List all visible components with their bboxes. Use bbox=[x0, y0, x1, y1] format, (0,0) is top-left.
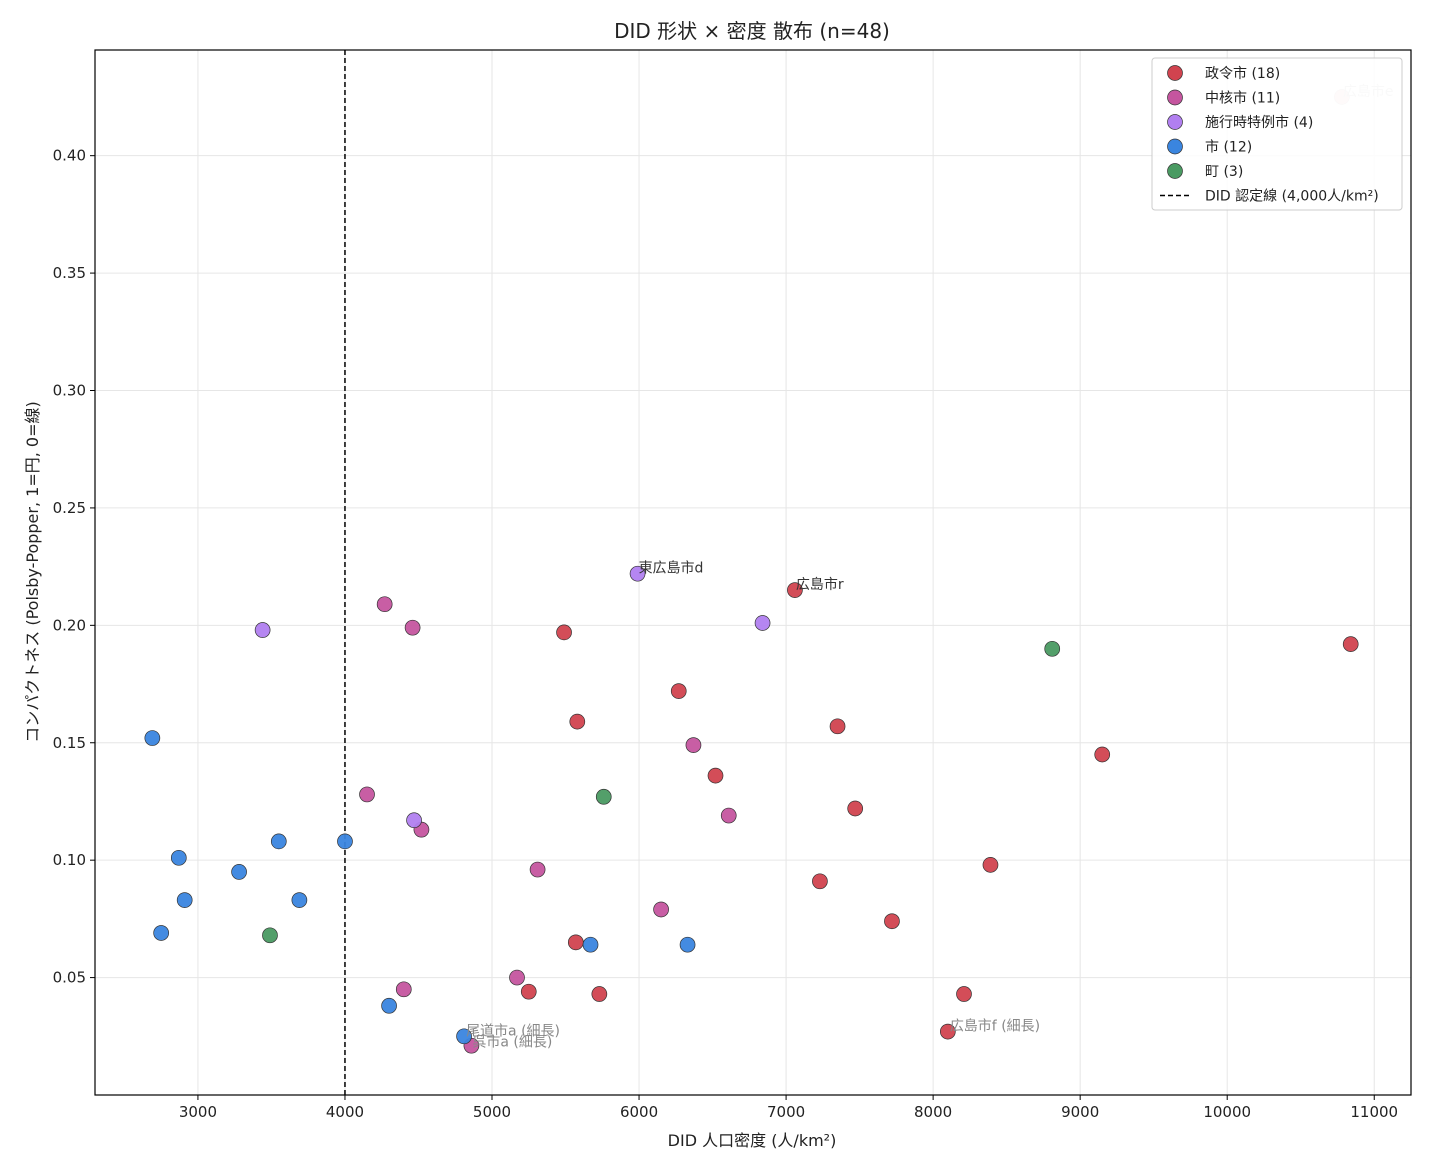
x-axis-ticks: 3000 4000 5000 6000 7000 8000 9000 10000 11000 bbox=[179, 1095, 1398, 1121]
legend-label: 政令市 (18) bbox=[1205, 65, 1280, 82]
x-tick-label: 11000 bbox=[1350, 1103, 1398, 1121]
y-tick-label: 0.15 bbox=[53, 734, 86, 752]
scatter-point-series-0 bbox=[884, 913, 900, 930]
scatter-point-series-3 bbox=[144, 730, 161, 746]
scatter-point-series-3 bbox=[231, 864, 247, 880]
y-tick-label: 0.25 bbox=[53, 499, 86, 517]
scatter-point-series-0 bbox=[670, 683, 687, 699]
legend-marker bbox=[1167, 65, 1183, 81]
scatter-point-series-1 bbox=[720, 807, 737, 824]
plot-frame bbox=[94, 49, 1412, 1096]
legend-marker bbox=[1167, 163, 1183, 179]
scatter-point-series-3 bbox=[456, 1028, 472, 1045]
scatter-point-series-1 bbox=[404, 619, 421, 636]
scatter-point-series-3 bbox=[270, 833, 287, 850]
scatter-point-series-4 bbox=[262, 927, 278, 944]
scatter-point-series-0 bbox=[812, 873, 828, 890]
legend-label: 中核市 (11) bbox=[1205, 90, 1280, 107]
scatter-point-series-3 bbox=[170, 849, 187, 866]
chart-title: DID 形状 × 密度 散布 (n=48) bbox=[614, 19, 890, 43]
scatter-point-series-0 bbox=[520, 983, 537, 1000]
scatter-point-series-0 bbox=[956, 986, 972, 1002]
x-tick-label: 10000 bbox=[1203, 1103, 1251, 1121]
legend: 政令市 (18) 中核市 (11) 施行時特例市 (4) 市 (12) 町 (3) DID… bbox=[1151, 57, 1403, 211]
x-tick-label: 8000 bbox=[914, 1103, 952, 1121]
x-tick-label: 9000 bbox=[1061, 1103, 1099, 1121]
scatter-point-series-3 bbox=[291, 892, 308, 908]
scatter-point-series-0 bbox=[569, 713, 586, 730]
x-tick-label: 4000 bbox=[326, 1103, 364, 1121]
scatter-point-series-1 bbox=[653, 901, 669, 918]
scatter-point-series-0 bbox=[1342, 636, 1359, 652]
scatter-point-series-2 bbox=[629, 565, 646, 582]
y-tick-label: 0.30 bbox=[53, 382, 86, 400]
point-annotation: 東広島市d bbox=[639, 560, 704, 577]
grid bbox=[95, 50, 1411, 1095]
y-tick-label: 0.10 bbox=[53, 851, 86, 869]
scatter-point-series-0 bbox=[829, 718, 846, 735]
x-tick-label: 6000 bbox=[620, 1103, 658, 1121]
scatter-point-series-1 bbox=[529, 861, 546, 878]
scatter-point-series-0 bbox=[707, 767, 724, 784]
y-tick-label: 0.20 bbox=[53, 616, 86, 634]
scatter-point-series-4 bbox=[1044, 640, 1061, 657]
point-annotation: 広島市f (細長) bbox=[950, 1018, 1040, 1035]
scatter-point-series-0 bbox=[591, 986, 608, 1002]
scatter-point-series-1 bbox=[359, 786, 375, 803]
y-tick-label: 0.05 bbox=[53, 969, 86, 987]
legend-label: DID 認定線 (4,000人/km²) bbox=[1205, 189, 1379, 205]
scatter-point-series-1 bbox=[509, 969, 525, 986]
scatter-point-series-3 bbox=[337, 833, 353, 850]
legend-label: 施行時特例市 (4) bbox=[1205, 114, 1313, 131]
legend-box bbox=[1151, 57, 1403, 211]
point-annotation: 尾道市a (細長) bbox=[466, 1022, 560, 1039]
scatter-point-series-0 bbox=[939, 1023, 956, 1040]
legend-marker bbox=[1167, 89, 1183, 106]
scatter-point-series-2 bbox=[406, 812, 422, 829]
scatter-point-series-0 bbox=[787, 582, 803, 598]
legend-label: 町 (3) bbox=[1205, 164, 1243, 180]
y-axis-title: コンパクトネス (Polsby-Popper, 1=円, 0=線) bbox=[23, 401, 42, 742]
x-tick-label: 5000 bbox=[473, 1103, 511, 1121]
scatter-point-series-3 bbox=[582, 936, 599, 953]
scatter-point-series-0 bbox=[1094, 746, 1111, 763]
scatter-point-series-1 bbox=[376, 596, 393, 613]
annotations: 広島市e東広島市d広島市r尾道市a (細長)呉市a (細長)広島市f (細長) bbox=[466, 83, 1393, 1051]
x-tick-label: 7000 bbox=[767, 1103, 805, 1121]
legend-marker bbox=[1167, 114, 1183, 130]
scatter-point-series-2 bbox=[754, 615, 771, 631]
y-axis-ticks: 0.05 0.10 0.15 0.20 0.25 0.30 0.35 0.40 bbox=[53, 147, 95, 987]
legend-marker bbox=[1167, 138, 1183, 155]
scatter-point-series-3 bbox=[153, 925, 170, 941]
x-axis-title: DID 人口密度 (人/km²) bbox=[668, 1131, 837, 1150]
point-annotation: 広島市r bbox=[796, 576, 844, 593]
scatter-point-series-0 bbox=[567, 934, 584, 951]
x-tick-label: 3000 bbox=[179, 1103, 217, 1121]
scatter-point-series-3 bbox=[381, 997, 397, 1014]
scatter-point-series-2 bbox=[254, 622, 271, 638]
scatter-point-series-1 bbox=[685, 737, 702, 753]
legend-label: 市 (12) bbox=[1205, 139, 1252, 156]
scatter-point-series-0 bbox=[556, 624, 572, 641]
scatter-point-series-0 bbox=[847, 800, 864, 817]
y-tick-label: 0.35 bbox=[53, 264, 86, 282]
scatter-point-series-3 bbox=[176, 892, 193, 908]
scatter-point-series-4 bbox=[595, 788, 612, 805]
y-tick-label: 0.40 bbox=[53, 147, 86, 165]
data-points bbox=[144, 89, 1359, 1054]
scatter-point-series-0 bbox=[982, 857, 999, 873]
scatter-point-series-1 bbox=[395, 981, 412, 998]
point-annotation: 呉市a (細長) bbox=[472, 1034, 552, 1051]
scatter-point-series-3 bbox=[679, 936, 696, 953]
